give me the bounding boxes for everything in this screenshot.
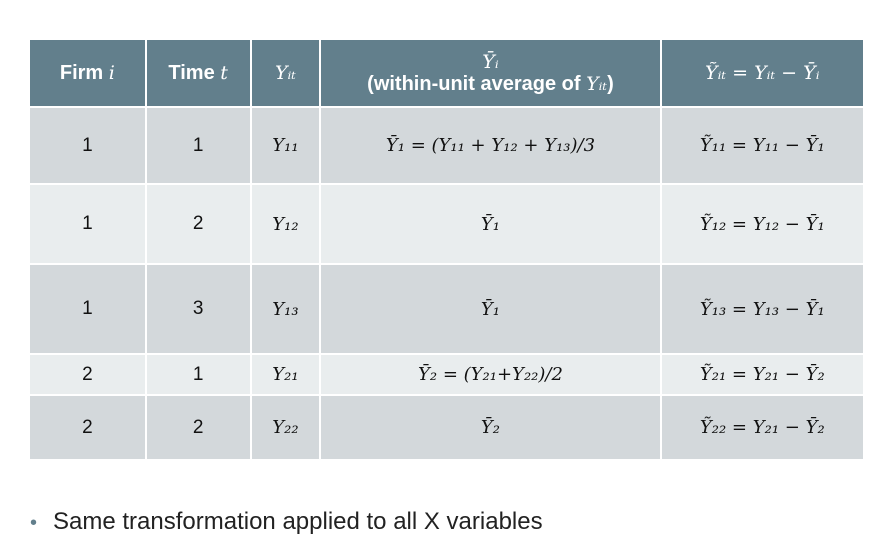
- header-math: i: [108, 61, 115, 84]
- cell-demeaned: Ỹ₂₁ = Y₂₁ − Ȳ₂: [659, 353, 866, 396]
- cell-firm: 1: [28, 263, 147, 355]
- header-average: Ȳᵢ (within-unit average of Yᵢₜ): [319, 38, 662, 108]
- header-text: Firm: [59, 61, 109, 84]
- header-math: Ỹᵢₜ = Yᵢₜ − Ȳᵢ: [705, 61, 820, 84]
- cell-time: 2: [144, 394, 252, 461]
- cell-time: 1: [144, 106, 252, 185]
- header-text: (within-unit average of: [367, 72, 587, 95]
- table-row: 2 2 Y₂₂ Ȳ₂ Ỹ₂₂ = Y₂₁ − Ȳ₂: [28, 394, 866, 461]
- cell-y: Y₁₃: [249, 263, 322, 355]
- cell-y: Y₂₁: [249, 353, 322, 396]
- cell-firm: 2: [28, 394, 147, 461]
- cell-firm: 1: [28, 106, 147, 185]
- cell-time: 2: [144, 183, 252, 265]
- header-math: t: [220, 61, 228, 84]
- cell-demeaned: Ỹ₁₁ = Y₁₁ − Ȳ₁: [659, 106, 866, 185]
- table-row: 1 1 Y₁₁ Ȳ₁ = (Y₁₁ + Y₁₂ + Y₁₃)/3 Ỹ₁₁ = Y₁₁ −…: [28, 106, 866, 185]
- cell-y: Y₂₂: [249, 394, 322, 461]
- cell-average: Ȳ₁: [319, 183, 662, 265]
- header-text: Time: [168, 61, 221, 84]
- header-math: Yᵢₜ: [274, 61, 296, 84]
- cell-demeaned: Ỹ₁₂ = Y₁₂ − Ȳ₁: [659, 183, 866, 265]
- cell-time: 1: [144, 353, 252, 396]
- cell-firm: 1: [28, 183, 147, 265]
- header-time: Time t: [144, 38, 252, 108]
- cell-firm: 2: [28, 353, 147, 396]
- cell-y: Y₁₂: [249, 183, 322, 265]
- table-row: 1 3 Y₁₃ Ȳ₁ Ỹ₁₃ = Y₁₃ − Ȳ₁: [28, 263, 866, 355]
- cell-average: Ȳ₁: [319, 263, 662, 355]
- bullet-icon: •: [30, 512, 38, 534]
- cell-average: Ȳ₁ = (Y₁₁ + Y₁₂ + Y₁₃)/3: [319, 106, 662, 185]
- bullet-text: Same transformation applied to all X var…: [53, 508, 543, 535]
- bullet-point: • Same transformation applied to all X va…: [30, 508, 543, 536]
- header-math: Yᵢₜ: [586, 72, 608, 95]
- header-firm: Firm i: [28, 38, 147, 108]
- header-row: Firm i Time t Yᵢₜ Ȳᵢ (within-unit average…: [28, 38, 866, 108]
- cell-time: 3: [144, 263, 252, 355]
- cell-average: Ȳ₂: [319, 394, 662, 461]
- within-transformation-table: Firm i Time t Yᵢₜ Ȳᵢ (within-unit average…: [28, 38, 866, 461]
- header-math-top: Ȳᵢ: [482, 50, 499, 73]
- header-y: Yᵢₜ: [249, 38, 322, 108]
- cell-average: Ȳ₂ = (Y₂₁+Y₂₂)/2: [319, 353, 662, 396]
- header-text-end: ): [607, 72, 614, 95]
- header-demeaned: Ỹᵢₜ = Yᵢₜ − Ȳᵢ: [659, 38, 866, 108]
- cell-demeaned: Ỹ₁₃ = Y₁₃ − Ȳ₁: [659, 263, 866, 355]
- table-row: 2 1 Y₂₁ Ȳ₂ = (Y₂₁+Y₂₂)/2 Ỹ₂₁ = Y₂₁ − Ȳ₂: [28, 353, 866, 396]
- cell-demeaned: Ỹ₂₂ = Y₂₁ − Ȳ₂: [659, 394, 866, 461]
- cell-y: Y₁₁: [249, 106, 322, 185]
- table-row: 1 2 Y₁₂ Ȳ₁ Ỹ₁₂ = Y₁₂ − Ȳ₁: [28, 183, 866, 265]
